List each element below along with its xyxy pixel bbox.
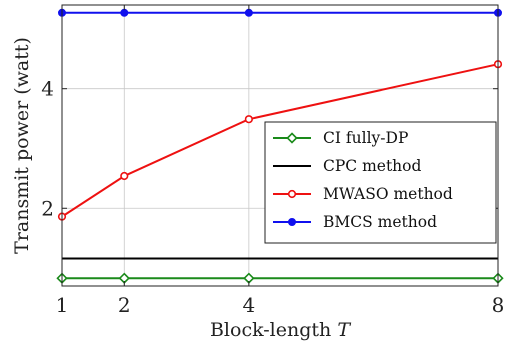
legend: CI fully-DP CPC method MWASO method BMCS me… — [264, 121, 497, 244]
data-point-mwaso-method — [120, 171, 129, 181]
x-axis-label-symbol: T — [337, 319, 351, 341]
legend-item-cpc-method: CPC method — [273, 157, 421, 175]
legend-item-ci-fully-dp: CI fully-DP — [273, 129, 408, 147]
x-tick-labels: 1 2 4 8 — [56, 293, 505, 317]
legend-marker-ci-fully-dp — [286, 132, 298, 144]
data-point-bmcs-method — [244, 8, 253, 17]
data-point-mwaso-method — [244, 115, 253, 124]
y-tick-label: 2 — [41, 196, 54, 220]
axis-ticks — [61, 5, 499, 286]
legend-marker-bmcs-method — [288, 218, 296, 226]
plot-frame — [61, 4, 499, 287]
legend-label-mwaso-method: MWASO method — [323, 185, 453, 203]
legend-marker-mwaso-method — [287, 189, 297, 199]
legend-label-ci-fully-dp: CI fully-DP — [323, 129, 408, 147]
data-point-bmcs-method — [120, 8, 129, 17]
series-bmcs-method — [58, 8, 502, 17]
legend-item-mwaso-method: MWASO method — [273, 185, 453, 203]
x-axis-label-text: Block-length — [210, 319, 337, 341]
y-tick-labels: 24 — [41, 77, 54, 221]
x-tick-label: 8 — [492, 293, 505, 317]
y-tick-label: 4 — [41, 77, 54, 101]
legend-label-bmcs-method: BMCS method — [323, 213, 437, 231]
legend-item-bmcs-method: BMCS method — [273, 213, 437, 231]
legend-label-cpc-method: CPC method — [323, 157, 421, 175]
x-tick-label: 2 — [118, 293, 131, 317]
series-line-mwaso-method — [61, 63, 499, 218]
x-tick-label: 4 — [242, 293, 255, 317]
y-axis-label: Transmit power (watt) — [11, 37, 33, 254]
x-axis-label: Block-length T — [210, 319, 351, 341]
x-tick-label: 1 — [56, 293, 69, 317]
